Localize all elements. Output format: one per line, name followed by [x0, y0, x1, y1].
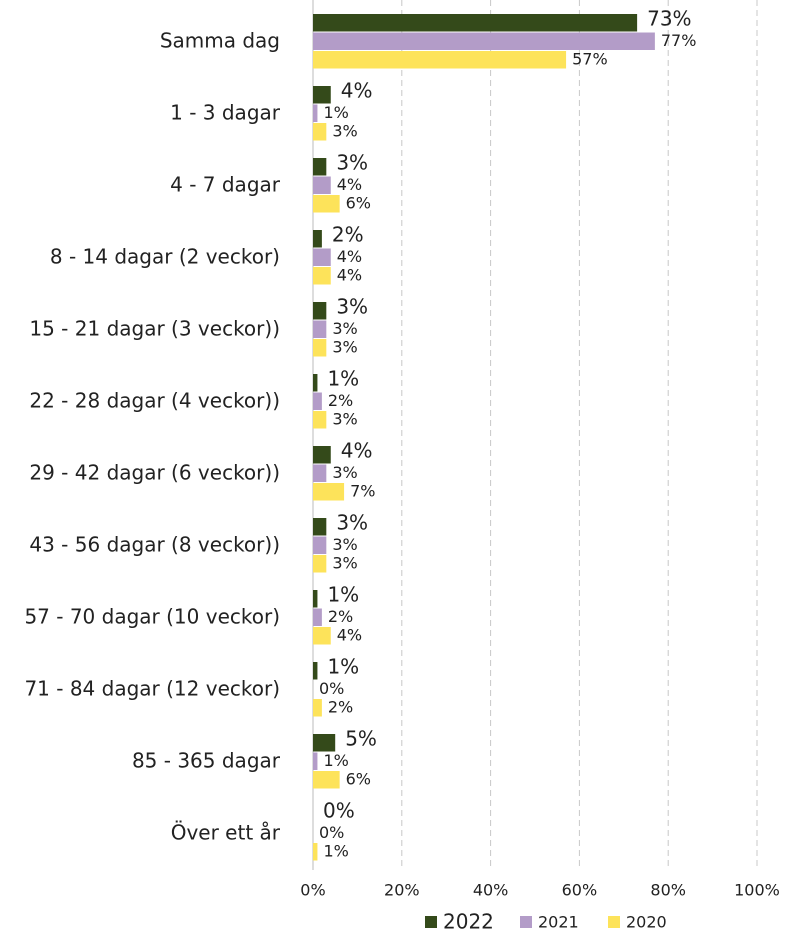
- value-label: 3%: [336, 294, 368, 318]
- bar: [313, 518, 327, 536]
- value-label: 0%: [319, 679, 344, 698]
- bar: [313, 446, 331, 464]
- bar: [313, 464, 327, 482]
- bar: [313, 771, 340, 789]
- category-label: 57 - 70 dagar (10 veckor): [24, 605, 280, 629]
- bar: [313, 536, 327, 554]
- value-label: 5%: [345, 726, 377, 750]
- bar: [313, 662, 318, 680]
- x-tick-label: 60%: [562, 881, 598, 900]
- value-label: 6%: [346, 193, 371, 212]
- value-label: 2%: [328, 697, 353, 716]
- bar: [313, 51, 567, 69]
- bar: [313, 176, 331, 194]
- value-label: 4%: [337, 265, 362, 284]
- value-label: 2%: [328, 391, 353, 410]
- legend-label: 2022: [443, 910, 494, 934]
- value-label: 4%: [337, 247, 362, 266]
- value-label: 3%: [332, 409, 357, 428]
- value-label: 4%: [337, 175, 362, 194]
- bar: [313, 195, 340, 213]
- value-label: 3%: [332, 319, 357, 338]
- category-label: 43 - 56 dagar (8 veckor)): [29, 533, 280, 557]
- x-tick-label: 40%: [473, 881, 509, 900]
- bar: [313, 590, 318, 608]
- value-label: 57%: [572, 49, 608, 68]
- bar: [313, 267, 331, 285]
- value-label: 1%: [327, 654, 359, 678]
- bar: [313, 374, 318, 392]
- bar: [313, 843, 318, 861]
- value-label: 0%: [323, 798, 355, 822]
- category-label: 85 - 365 dagar: [132, 749, 281, 773]
- value-label: 4%: [341, 438, 373, 462]
- value-label: 4%: [337, 625, 362, 644]
- bar: [313, 104, 318, 122]
- bar: [313, 123, 327, 141]
- bar: [313, 248, 331, 266]
- value-label: 77%: [661, 31, 697, 50]
- category-label: 1 - 3 dagar: [170, 101, 281, 125]
- category-label: 4 - 7 dagar: [170, 173, 281, 197]
- bar: [313, 411, 327, 429]
- value-label: 0%: [319, 823, 344, 842]
- bar: [313, 627, 331, 645]
- value-label: 3%: [332, 337, 357, 356]
- bar: [313, 555, 327, 573]
- category-label: Över ett år: [171, 821, 281, 845]
- bar: [313, 608, 322, 626]
- bar: [313, 483, 345, 501]
- value-label: 3%: [332, 463, 357, 482]
- value-label: 3%: [336, 150, 368, 174]
- value-label: 1%: [323, 841, 348, 860]
- bar: [313, 32, 655, 50]
- category-label: 29 - 42 dagar (6 veckor)): [29, 461, 280, 485]
- value-label: 6%: [346, 769, 371, 788]
- bar: [313, 230, 322, 248]
- bar: [313, 320, 327, 338]
- value-label: 2%: [328, 607, 353, 626]
- bar: [313, 339, 327, 357]
- value-label: 3%: [332, 535, 357, 554]
- bar: [313, 734, 336, 752]
- value-label: 1%: [323, 751, 348, 770]
- value-label: 2%: [332, 222, 364, 246]
- value-label: 1%: [323, 103, 348, 122]
- value-label: 73%: [647, 6, 691, 30]
- legend-swatch: [608, 916, 620, 928]
- x-tick-label: 20%: [384, 881, 420, 900]
- category-label: Samma dag: [160, 29, 280, 53]
- bar: [313, 699, 322, 717]
- value-label: 3%: [336, 510, 368, 534]
- value-label: 4%: [341, 78, 373, 102]
- value-label: 3%: [332, 553, 357, 572]
- legend-label: 2021: [538, 913, 579, 932]
- category-label: 8 - 14 dagar (2 veckor): [50, 245, 280, 269]
- x-tick-label: 80%: [650, 881, 686, 900]
- bar: [313, 752, 318, 770]
- x-tick-label: 0%: [300, 881, 325, 900]
- category-label: 22 - 28 dagar (4 veckor)): [29, 389, 280, 413]
- bar: [313, 302, 327, 320]
- bar: [313, 86, 331, 104]
- bar: [313, 158, 327, 176]
- value-label: 1%: [327, 366, 359, 390]
- legend-label: 2020: [626, 913, 667, 932]
- legend-swatch: [425, 916, 437, 928]
- category-label: 15 - 21 dagar (3 veckor)): [29, 317, 280, 341]
- value-label: 3%: [332, 121, 357, 140]
- x-tick-label: 100%: [734, 881, 780, 900]
- value-label: 1%: [327, 582, 359, 606]
- value-label: 7%: [350, 481, 375, 500]
- bar: [313, 14, 638, 32]
- legend-swatch: [520, 916, 532, 928]
- bar: [313, 392, 322, 410]
- category-label: 71 - 84 dagar (12 veckor): [24, 677, 280, 701]
